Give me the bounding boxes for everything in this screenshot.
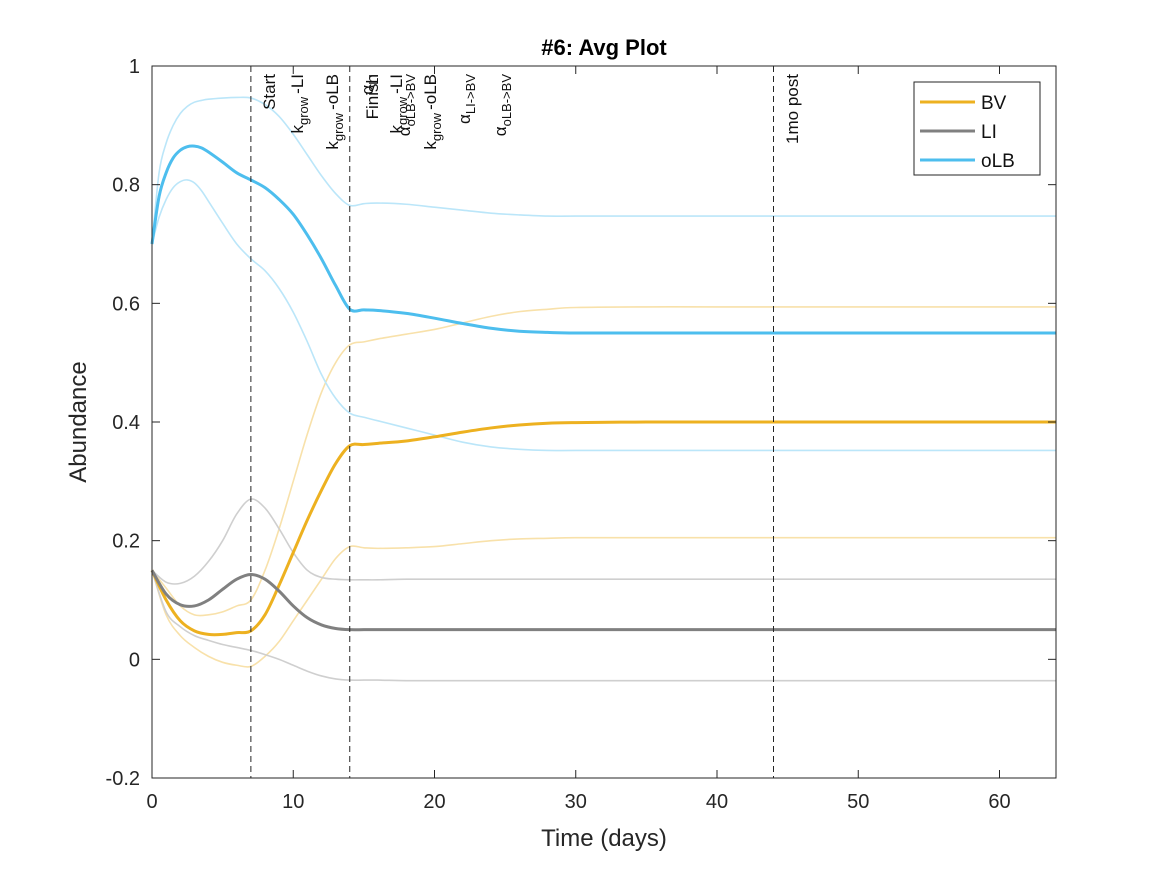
series-olb-mean-line [150,144,1056,335]
event-label-sub: grow [395,96,410,125]
y-tick-label: 0.6 [112,293,140,315]
event-label-suffix: -oLB [421,74,440,110]
y-tick-label: 1 [129,56,140,78]
series-li-upper-line [151,498,1056,585]
event-label-8: kgrow -oLB [421,74,444,150]
event-label-main: 1mo post [783,74,802,144]
event-label-main: α [455,114,474,124]
event-label-main: α [491,126,510,136]
event-label-5: Finish [363,74,382,119]
event-label-11: 1mo post [783,74,802,144]
chart-title: #6: Avg Plot [541,35,667,60]
event-label-suffix: -LI [387,74,406,94]
event-label-main: k [323,141,342,150]
event-label-sub: grow [429,112,444,141]
x-tick-label: 30 [565,791,587,813]
event-label-7: αoLB->BV [395,74,418,137]
series-li-mean-line [150,569,1056,632]
event-label-main: Finish [363,74,382,119]
event-label-sub: LI->BV [463,74,478,114]
x-axis-label: Time (days) [541,825,667,852]
series-li-lower-line [151,570,1056,682]
event-label-sub: grow [296,96,311,125]
series-olb-upper-line [151,96,1056,245]
event-label-4: αLI [358,74,381,95]
event-label-main: k [288,125,307,134]
x-tick-label: 50 [847,791,869,813]
series-bv-mean-line [150,420,1056,637]
event-label-main: Start [260,74,279,110]
series-bv-upper-line [151,306,1056,617]
x-tick-label: 0 [146,791,157,813]
event-label-main: α [395,126,414,136]
event-label-2: kgrow -LI [288,74,311,134]
y-tick-label: 0 [129,649,140,671]
event-label-6: kgrow -LI [387,74,410,134]
y-tick-label: 0.2 [112,531,140,553]
x-tick-label: 20 [423,791,445,813]
event-label-suffix: -oLB [323,74,342,110]
event-label-sub: grow [331,112,346,141]
tick-layer: 0 10 20 30 40 50 60 -0.2 0 0.2 0.4 0.6 0.8 1 [106,56,1056,813]
event-label-suffix: -LI [288,74,307,94]
event-label-main: α [358,85,377,95]
x-tick-label: 60 [988,791,1010,813]
legend-label-bv: BV [981,93,1007,114]
event-label-main: k [421,141,440,150]
series-bv-lower-line [151,536,1056,668]
y-tick-label: 0.4 [112,412,140,434]
legend-label-olb: oLB [981,151,1015,172]
event-label-10: αoLB->BV [491,74,514,137]
event-label-sub: LI [366,74,381,85]
series-olb-lower-line [151,179,1056,452]
event-label-1: Start [260,74,279,110]
series-layer [150,96,1056,682]
event-label-sub: oLB->BV [499,74,514,127]
x-tick-label: 40 [706,791,728,813]
y-axis-label: Abundance [65,361,92,482]
event-label-9: αLI->BV [455,74,478,124]
x-tick-label: 10 [282,791,304,813]
event-label-sub: oLB->BV [403,74,418,127]
event-label-main: k [387,125,406,134]
legend: BV LI oLB [913,81,1041,176]
y-tick-label: -0.2 [106,768,140,790]
y-tick-label: 0.8 [112,175,140,197]
event-label-3: kgrow -oLB [323,74,346,150]
legend-label-li: LI [981,122,997,143]
